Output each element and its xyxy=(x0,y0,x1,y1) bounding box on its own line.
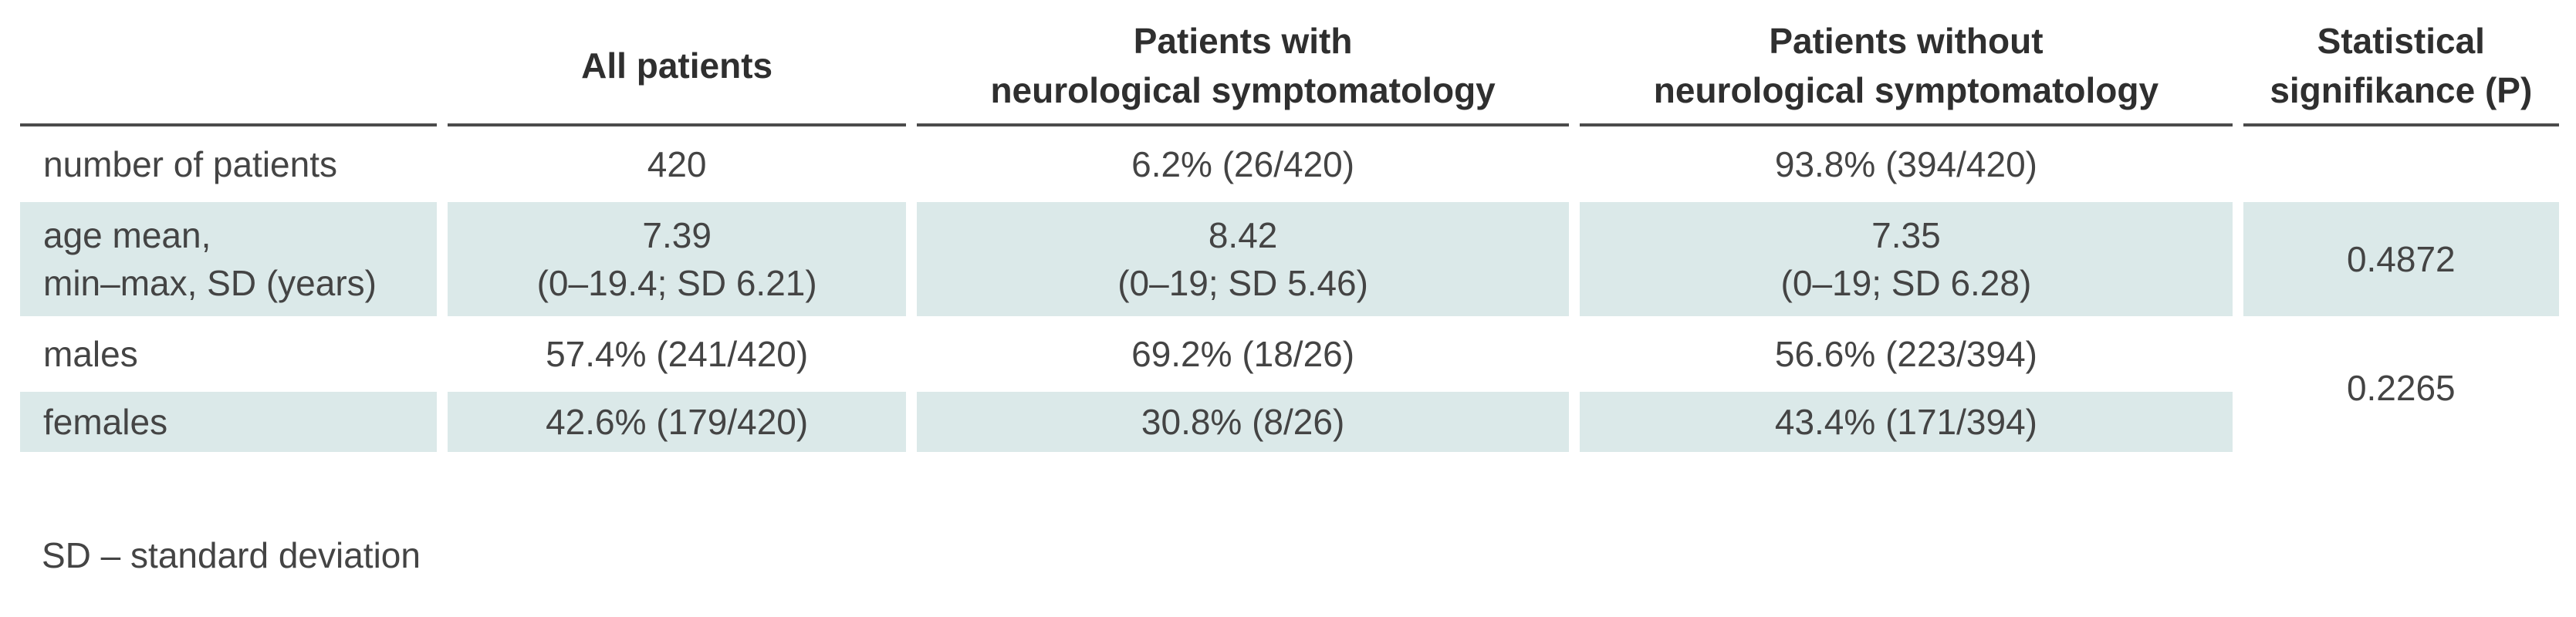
cell-number-with: 6.2% (26/420) xyxy=(1131,144,1355,184)
table-footnote: SD – standard deviation xyxy=(42,535,421,575)
row-label-number: number of patients xyxy=(43,144,338,184)
cell-age-without-range: (0–19; SD 6.28) xyxy=(1780,263,2032,303)
table-body: number of patients 420 6.2% (26/420) 93.… xyxy=(20,134,2559,452)
cell-age-without: 7.35 (0–19; SD 6.28) xyxy=(1580,202,2233,316)
header-p-value-line1: Statistical xyxy=(2317,21,2485,61)
patient-characteristics-table-wrapper: All patients Patients with neurological … xyxy=(20,0,2559,460)
row-label-females: females xyxy=(20,392,438,452)
row-label-age-line2: min–max, SD (years) xyxy=(43,263,377,303)
table-row-age: age mean, min–max, SD (years) 7.39 (0–19… xyxy=(20,202,2559,316)
cell-age-p: 0.4872 xyxy=(2243,202,2559,316)
cell-age-with: 8.42 (0–19; SD 5.46) xyxy=(916,202,1570,316)
cell-sex-p: 0.2265 xyxy=(2346,368,2456,408)
table-row-males: males 57.4% (241/420) 69.2% (18/26) 56.6… xyxy=(20,324,2559,408)
cell-age-all: 7.39 (0–19.4; SD 6.21) xyxy=(448,202,906,316)
cell-females-all: 42.6% (179/420) xyxy=(448,392,906,452)
cell-males-with: 69.2% (18/26) xyxy=(1131,334,1355,374)
cell-females-without: 43.4% (171/394) xyxy=(1580,392,2233,452)
table-header: All patients Patients with neurological … xyxy=(20,8,2559,126)
table-row-females: females 42.6% (179/420) 30.8% (8/26) 43.… xyxy=(20,392,2559,452)
header-with-neuro-line2: neurological symptomatology xyxy=(990,70,1496,110)
cell-age-all-range: (0–19.4; SD 6.21) xyxy=(536,263,817,303)
cell-age-with-range: (0–19; SD 5.46) xyxy=(1117,263,1368,303)
header-p-value-line2: signifikance (P) xyxy=(2270,70,2533,110)
cell-males-all: 57.4% (241/420) xyxy=(546,334,809,374)
table-row-number-of-patients: number of patients 420 6.2% (26/420) 93.… xyxy=(20,134,2559,194)
cell-age-with-mean: 8.42 xyxy=(1208,215,1278,255)
header-empty xyxy=(20,8,438,126)
cell-age-all-mean: 7.39 xyxy=(642,215,712,255)
row-label-age-line1: age mean, xyxy=(43,215,211,255)
header-all-patients-line1: All patients xyxy=(581,46,773,86)
cell-males-without: 56.6% (223/394) xyxy=(1774,334,2037,374)
header-p-value: Statistical signifikance (P) xyxy=(2243,8,2559,126)
cell-age-without-mean: 7.35 xyxy=(1871,215,1941,255)
header-all-patients: All patients xyxy=(448,8,906,126)
patient-characteristics-table: All patients Patients with neurological … xyxy=(9,0,2570,460)
header-with-neuro: Patients with neurological symptomatolog… xyxy=(916,8,1570,126)
cell-females-with: 30.8% (8/26) xyxy=(916,392,1570,452)
header-with-neuro-line1: Patients with xyxy=(1133,21,1353,61)
header-without-neuro-line1: Patients without xyxy=(1769,21,2044,61)
row-label-age: age mean, min–max, SD (years) xyxy=(20,202,438,316)
header-without-neuro: Patients without neurological symptomato… xyxy=(1580,8,2233,126)
cell-number-all: 420 xyxy=(647,144,707,184)
cell-number-without: 93.8% (394/420) xyxy=(1774,144,2037,184)
cell-number-p xyxy=(2243,134,2559,194)
header-without-neuro-line2: neurological symptomatology xyxy=(1653,70,2159,110)
row-label-males: males xyxy=(43,334,138,374)
